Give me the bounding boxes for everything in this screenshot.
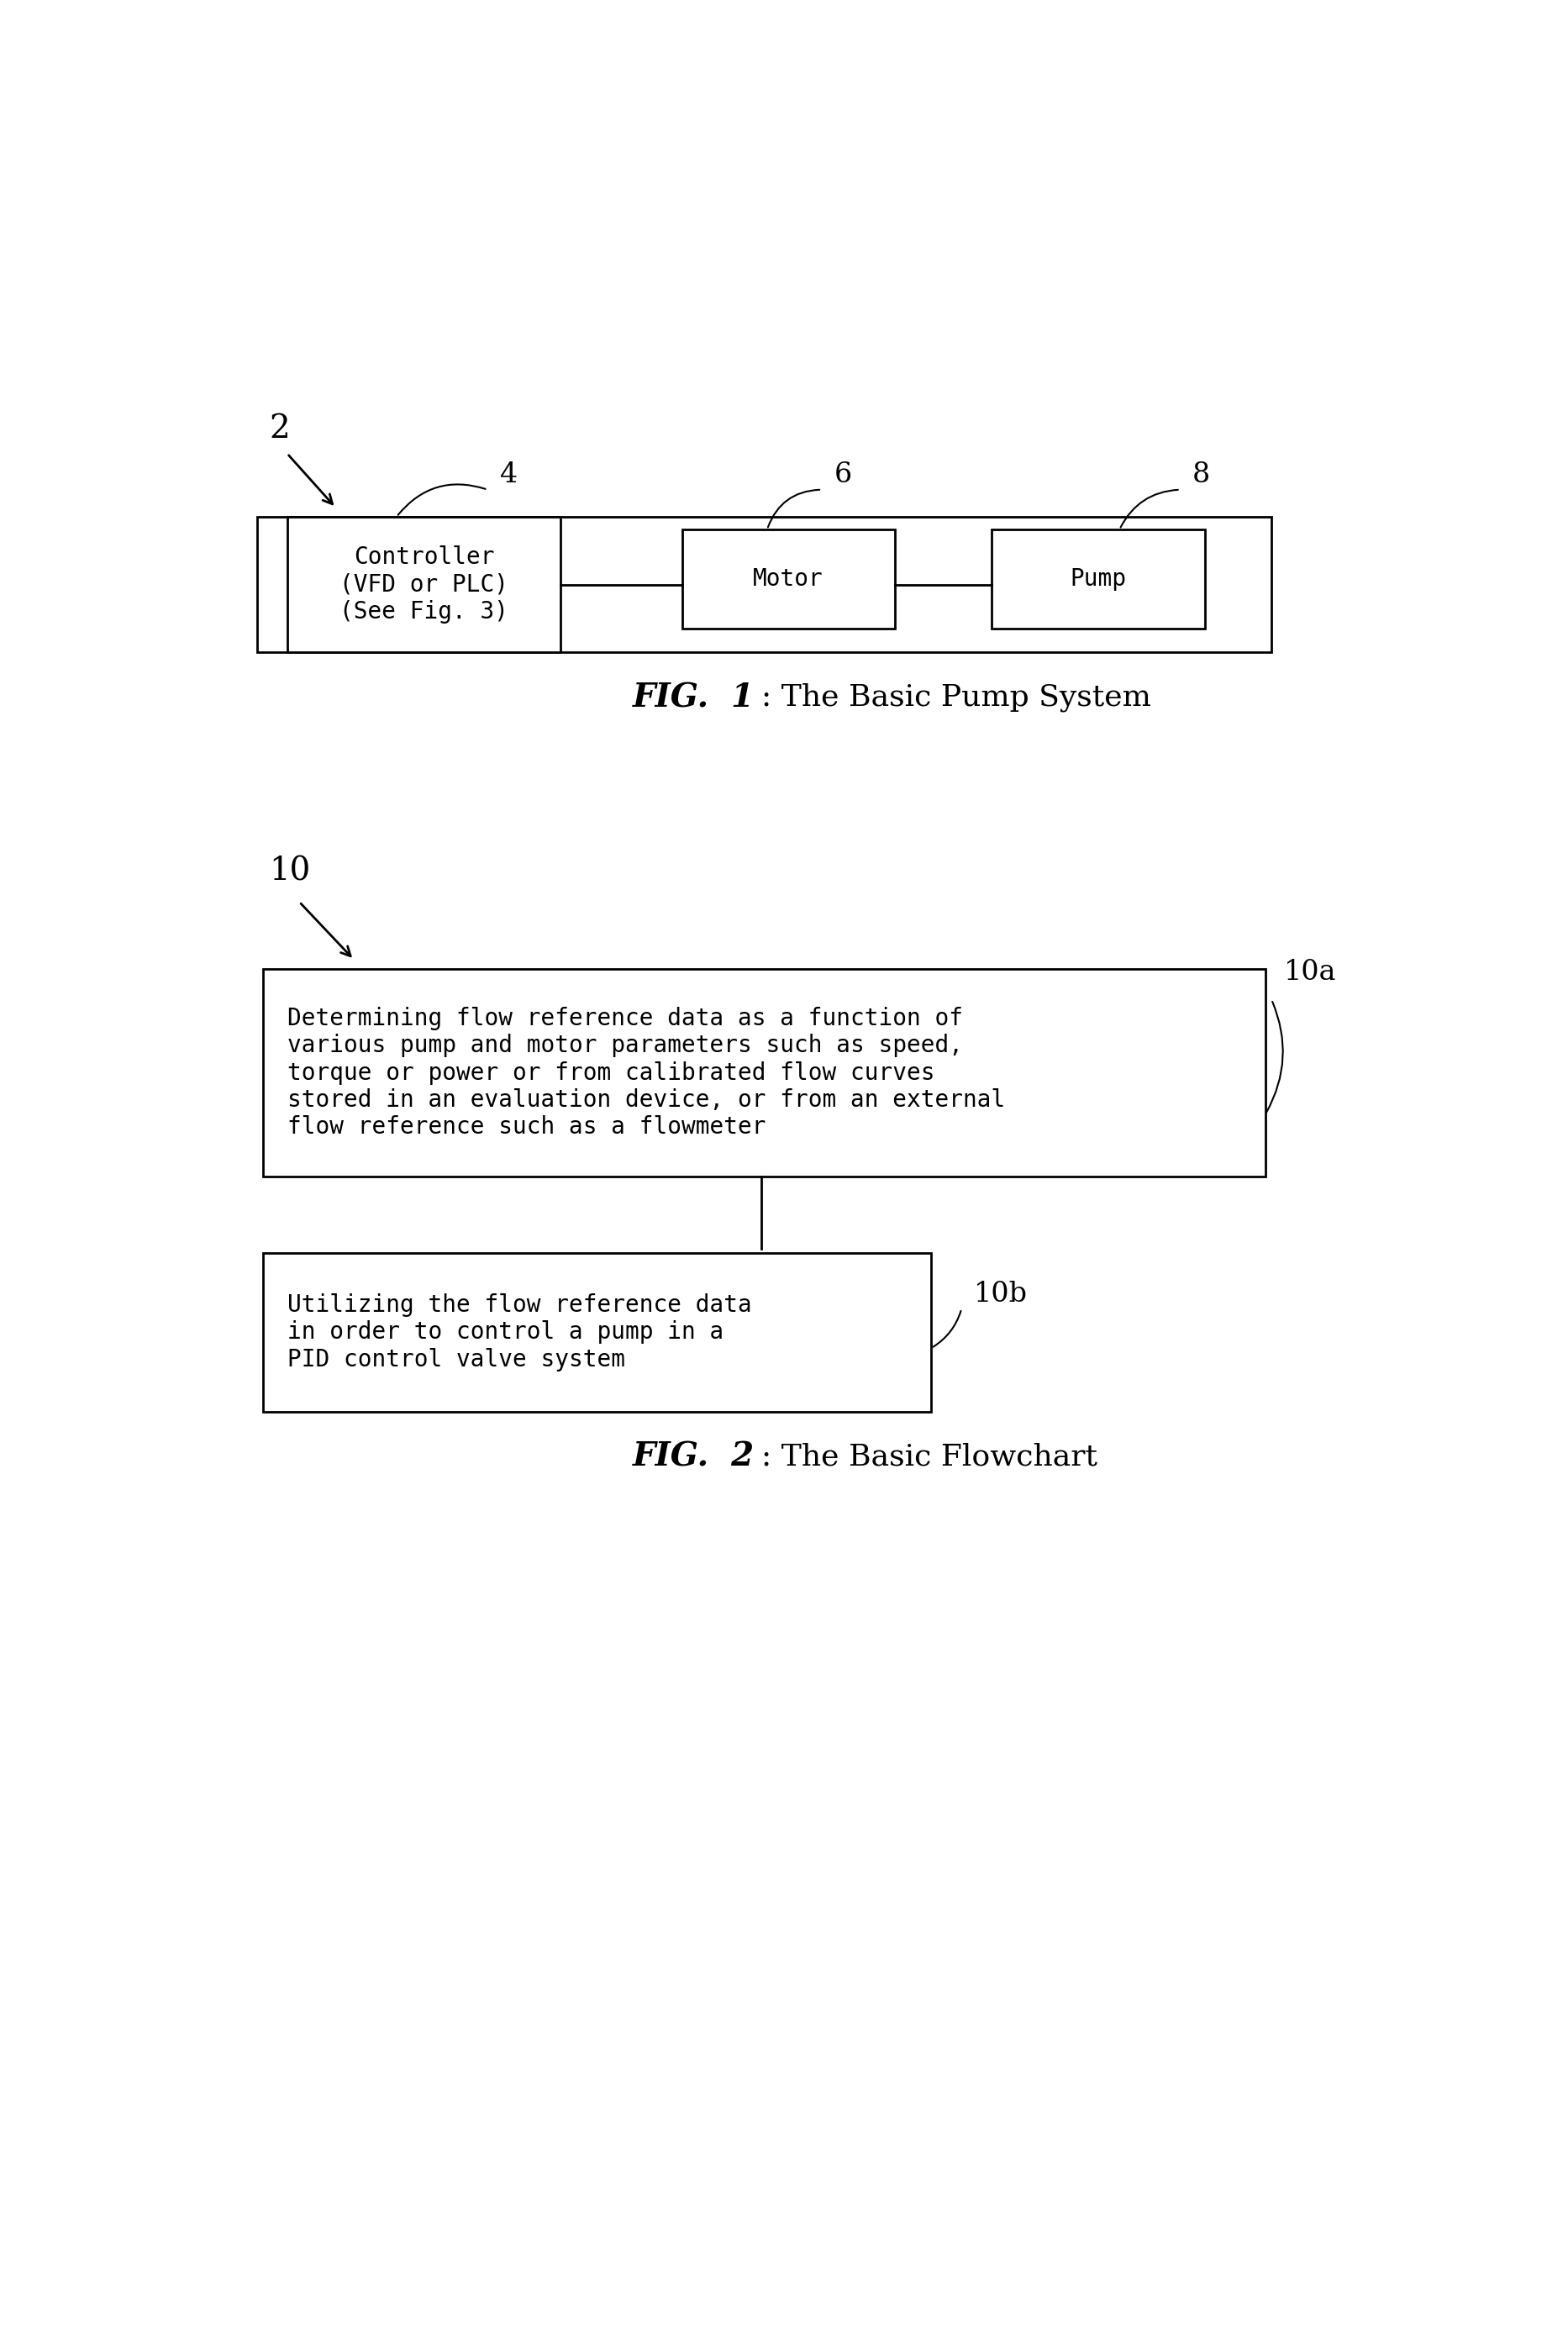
Bar <box>682 528 895 629</box>
Text: FIG.  2: FIG. 2 <box>633 1442 756 1472</box>
Text: 8: 8 <box>1193 463 1210 488</box>
Text: 4: 4 <box>500 463 517 488</box>
Text: Utilizing the flow reference data
in order to control a pump in a
PID control va: Utilizing the flow reference data in ord… <box>287 1294 751 1371</box>
Text: 10a: 10a <box>1284 958 1336 986</box>
Text: Determining flow reference data as a function of
various pump and motor paramete: Determining flow reference data as a fun… <box>287 1007 1005 1139</box>
Bar <box>263 970 1265 1176</box>
Text: 6: 6 <box>834 463 851 488</box>
Text: Pump: Pump <box>1069 568 1126 592</box>
Bar <box>263 1251 931 1411</box>
Text: 10b: 10b <box>974 1280 1027 1308</box>
Bar <box>257 517 1272 653</box>
Text: 10: 10 <box>270 857 310 888</box>
Text: Motor: Motor <box>753 568 823 592</box>
Text: 2: 2 <box>270 413 290 444</box>
Bar <box>993 528 1204 629</box>
Text: : The Basic Pump System: : The Basic Pump System <box>760 683 1151 711</box>
Text: Controller
(VFD or PLC)
(See Fig. 3): Controller (VFD or PLC) (See Fig. 3) <box>339 545 508 625</box>
Text: : The Basic Flowchart: : The Basic Flowchart <box>760 1442 1098 1472</box>
Text: FIG.  1: FIG. 1 <box>633 681 756 714</box>
Bar <box>287 517 561 653</box>
